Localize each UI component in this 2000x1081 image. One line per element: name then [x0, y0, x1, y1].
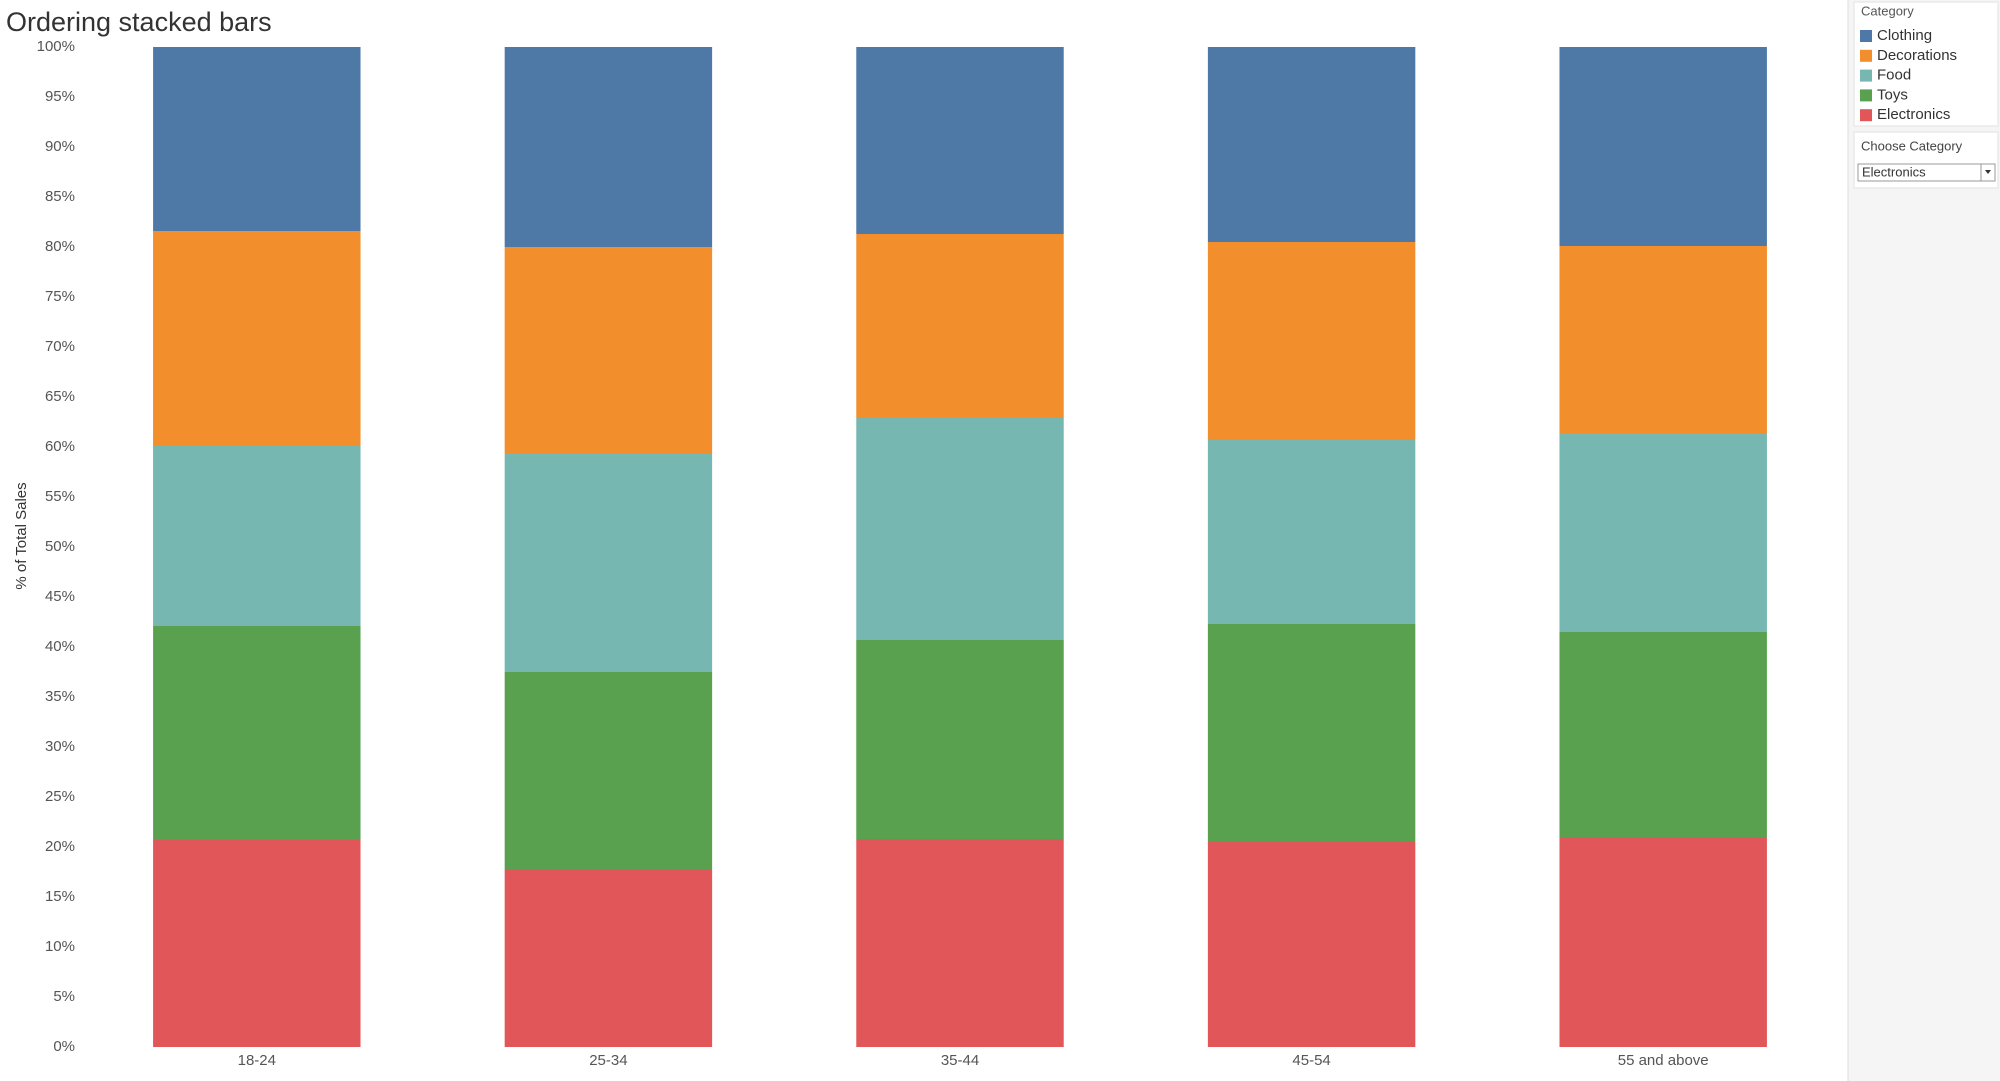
- bar-segment: [153, 840, 361, 1047]
- y-tick-label: 80%: [45, 238, 75, 255]
- y-tick-label: 60%: [45, 438, 75, 455]
- y-tick-label: 90%: [45, 138, 75, 155]
- bar-segment: [1559, 632, 1767, 838]
- y-tick-label: 55%: [45, 488, 75, 505]
- bar-segment: [856, 839, 1064, 1047]
- bar-segment: [153, 626, 361, 840]
- filter-dropdown[interactable]: [1857, 163, 1996, 182]
- bar-segment: [1207, 242, 1416, 440]
- y-tick-label: 65%: [45, 388, 75, 405]
- y-tick-label: 5%: [53, 988, 75, 1005]
- x-tick-label: 55 and above: [1618, 1052, 1709, 1069]
- filter-label: Choose Category: [1861, 138, 1963, 153]
- filter-value: Electronics: [1862, 164, 1926, 179]
- x-tick-label: 18-24: [238, 1052, 276, 1069]
- y-tick-label: 20%: [45, 838, 75, 855]
- legend-label: Toys: [1877, 86, 1908, 103]
- chart-title: Ordering stacked bars: [6, 7, 272, 37]
- y-tick-label: 25%: [45, 788, 75, 805]
- y-tick-label: 100%: [37, 38, 75, 55]
- bar-segment: [1207, 47, 1416, 242]
- legend-label: Decorations: [1877, 47, 1957, 64]
- y-tick-label: 50%: [45, 538, 75, 555]
- bar-segment: [1559, 246, 1767, 433]
- bar-segment: [856, 640, 1064, 839]
- legend-label: Electronics: [1877, 106, 1950, 123]
- bar-segment: [153, 231, 361, 446]
- y-tick-label: 85%: [45, 188, 75, 205]
- bar-segment: [504, 870, 713, 1047]
- y-tick-label: 45%: [45, 588, 75, 605]
- x-tick-label: 25-34: [589, 1052, 627, 1069]
- legend-label: Food: [1877, 67, 1911, 84]
- bar-segment: [1559, 433, 1767, 632]
- y-tick-label: 30%: [45, 738, 75, 755]
- bar-segment: [504, 672, 713, 870]
- bar-segment: [1559, 47, 1767, 246]
- dropdown-arrow[interactable]: [1985, 170, 1991, 174]
- bar-segment: [504, 247, 713, 453]
- y-tick-label: 75%: [45, 288, 75, 305]
- x-tick-label: 35-44: [941, 1052, 979, 1069]
- bar-segment: [153, 47, 361, 231]
- legend-swatch: [1860, 30, 1872, 42]
- bar-segment: [504, 453, 713, 672]
- y-tick-label: 95%: [45, 88, 75, 105]
- legend-swatch: [1860, 89, 1872, 102]
- bar-segment: [1207, 624, 1416, 842]
- y-tick-label: 40%: [45, 638, 75, 655]
- bar-segment: [1207, 842, 1416, 1047]
- legend-swatch: [1860, 109, 1872, 122]
- bar-segment: [856, 47, 1064, 234]
- bar-segment: [1559, 838, 1767, 1047]
- y-tick-label: 10%: [45, 938, 75, 955]
- legend-title: Category: [1861, 3, 1914, 18]
- legend-swatch: [1860, 69, 1872, 82]
- legend-swatch: [1860, 49, 1872, 62]
- bar-segment: [856, 234, 1064, 418]
- y-tick-label: 70%: [45, 338, 75, 355]
- bar-segment: [1207, 440, 1416, 624]
- y-tick-label: 0%: [53, 1038, 75, 1055]
- bar-segment: [504, 47, 713, 247]
- bar-segment: [153, 446, 361, 626]
- y-tick-label: 35%: [45, 688, 75, 705]
- y-tick-label: 15%: [45, 888, 75, 905]
- legend-label: Clothing: [1877, 27, 1932, 44]
- y-axis-label: % of Total Sales: [13, 482, 30, 589]
- x-tick-label: 45-54: [1292, 1052, 1330, 1069]
- bar-segment: [856, 418, 1064, 640]
- legend-box: [1853, 1, 1999, 127]
